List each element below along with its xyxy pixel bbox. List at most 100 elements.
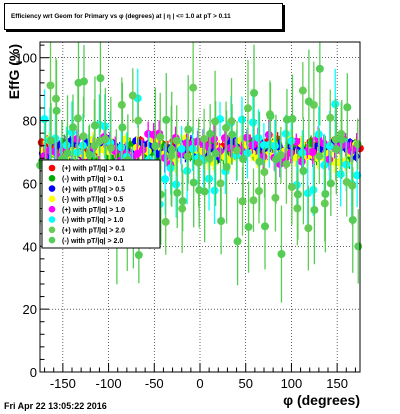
data-point [85, 150, 94, 159]
data-point [320, 161, 329, 170]
data-point [200, 187, 209, 196]
data-point [134, 116, 143, 125]
data-point [162, 115, 171, 124]
data-point [189, 83, 198, 92]
data-point [188, 144, 197, 153]
data-point [69, 123, 78, 132]
data-point [79, 132, 88, 141]
data-point [336, 170, 345, 179]
data-point [161, 217, 170, 226]
y-tick-label: 0 [30, 365, 37, 380]
x-tick-label: 50 [238, 376, 252, 391]
data-point [239, 154, 248, 163]
data-point [216, 179, 225, 188]
y-axis-label: EffG (%) [6, 44, 22, 99]
data-point [172, 180, 181, 189]
data-point [304, 97, 313, 106]
data-point [172, 136, 181, 145]
data-point [326, 179, 335, 188]
data-point [315, 64, 324, 73]
data-point [63, 149, 72, 158]
legend-marker [48, 236, 56, 244]
data-point [79, 77, 88, 86]
data-point [173, 188, 182, 197]
data-point [308, 148, 317, 157]
data-point [244, 222, 253, 231]
data-point [133, 149, 142, 158]
x-tick-label: -50 [145, 376, 164, 391]
data-point [343, 103, 352, 112]
legend-label: (-) with pT/|q| > 1.0 [62, 217, 123, 224]
data-point [321, 189, 330, 198]
data-point [277, 250, 286, 259]
data-point [326, 113, 335, 122]
data-point [271, 155, 280, 164]
data-point [260, 168, 269, 177]
data-point [298, 86, 307, 95]
x-tick-label: 0 [196, 376, 203, 391]
data-point [282, 160, 291, 169]
data-point [233, 237, 242, 246]
data-point [106, 144, 115, 153]
y-tick-label: 20 [23, 302, 37, 317]
axis-ticks: -150 -100 -50 0 50 100 150 0 20 40 60 80 100 [15, 44, 356, 391]
data-point [177, 144, 186, 153]
data-point [118, 123, 127, 132]
data-point [237, 115, 246, 124]
y-tick-label: 40 [23, 239, 37, 254]
data-point [288, 114, 297, 123]
data-point [270, 142, 279, 151]
data-point [254, 133, 263, 142]
data-point [117, 143, 126, 152]
data-point [287, 182, 296, 191]
data-point [244, 104, 252, 113]
data-point [299, 166, 308, 175]
data-point [184, 125, 193, 134]
data-point [156, 132, 165, 141]
data-point [47, 136, 56, 145]
data-point [261, 222, 270, 231]
chart-title-box: Efficiency wrt Geom for Primary vs φ (de… [4, 3, 283, 30]
x-tick-label: 100 [281, 376, 303, 391]
data-point [337, 135, 346, 144]
legend-label: (-) with pT/|q| > 0.5 [62, 197, 123, 204]
legend-marker [48, 164, 56, 172]
data-point [354, 242, 363, 251]
data-point [353, 171, 362, 180]
timestamp: Fri Apr 22 13:05:22 2016 [4, 401, 107, 411]
x-tick-label: -100 [96, 376, 122, 391]
data-point [178, 197, 187, 206]
data-point [233, 146, 242, 155]
legend-marker [48, 175, 56, 182]
legend: (+) with pT/|q| > 0.1 (-) with pT/|q| > 0… [41, 159, 161, 249]
data-point [189, 178, 198, 187]
data-point [40, 115, 49, 124]
legend-marker [48, 216, 56, 223]
data-point [128, 91, 137, 100]
legend-label: (+) with pT/|q| > 0.1 [62, 166, 125, 173]
data-point [206, 129, 215, 138]
data-point [200, 134, 209, 143]
data-point [249, 196, 258, 205]
data-point [52, 106, 61, 115]
data-point [255, 157, 264, 166]
data-point [211, 149, 220, 158]
data-point [332, 145, 341, 154]
x-tick-label: 150 [326, 376, 348, 391]
data-point [353, 140, 362, 149]
legend-label: (+) with pT/|q| > 2.0 [62, 228, 125, 235]
data-point [287, 136, 296, 145]
legend-label: (+) with pT/|q| > 1.0 [62, 207, 125, 214]
data-point [222, 162, 231, 171]
legend-label: (-) with pT/|q| > 2.0 [62, 238, 123, 245]
data-points [36, 42, 364, 303]
data-point [304, 224, 313, 233]
y-tick-label: 60 [23, 176, 37, 191]
data-point [90, 121, 99, 130]
data-point [210, 186, 219, 195]
data-point [228, 130, 237, 139]
data-point [248, 118, 257, 127]
data-point [325, 142, 334, 151]
data-point [167, 145, 176, 154]
